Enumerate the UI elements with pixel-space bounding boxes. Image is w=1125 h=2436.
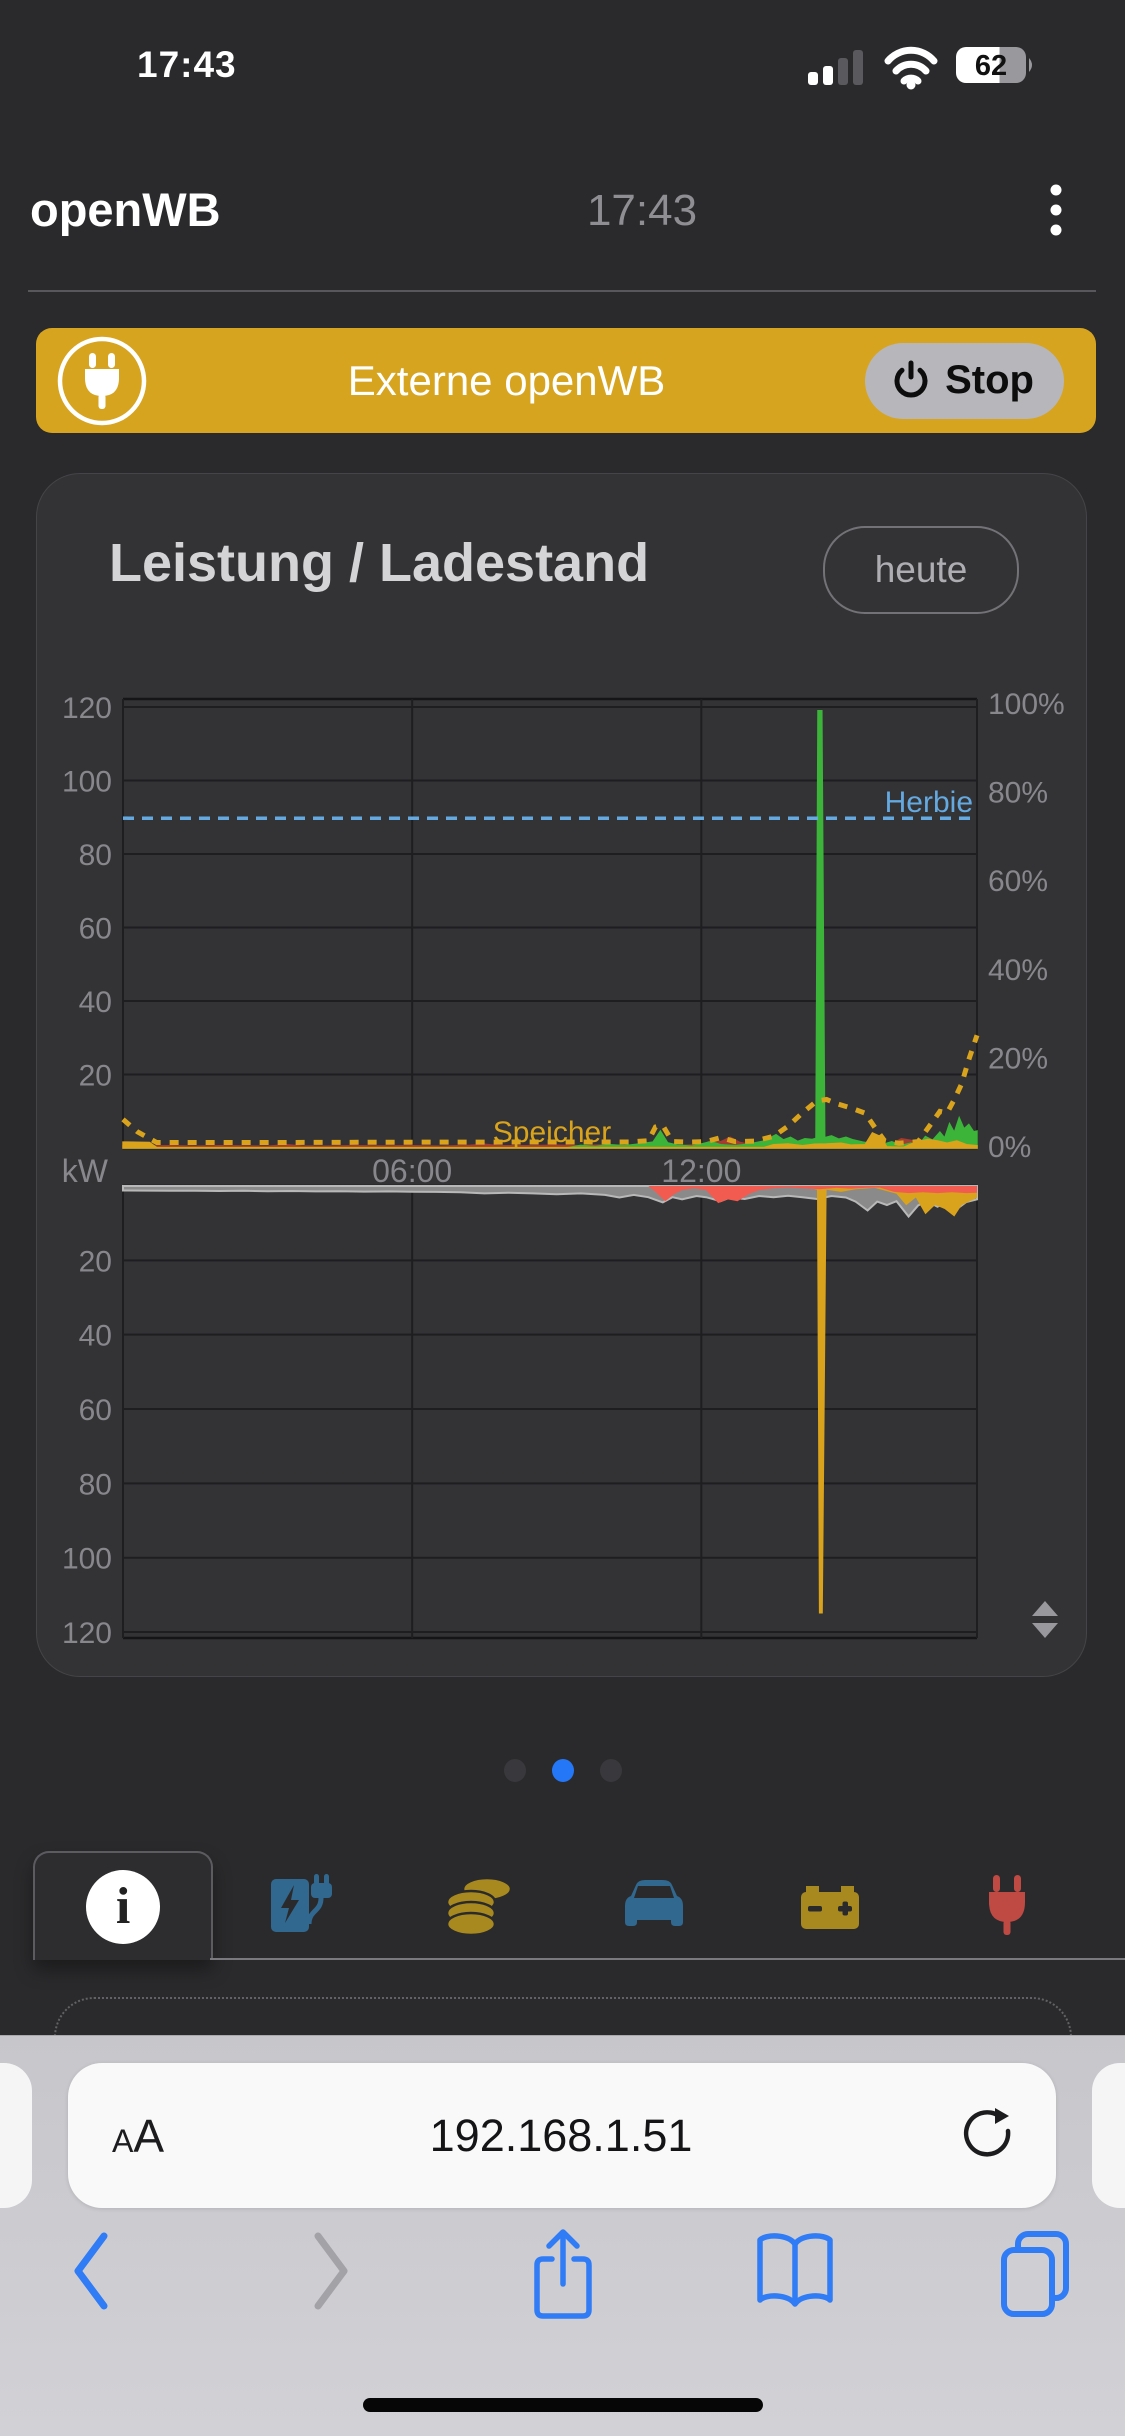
svg-text:kW: kW [62,1153,109,1189]
pager-dot-0[interactable] [503,1759,526,1782]
info-icon: i [86,1869,161,1944]
safari-toolbar [0,2226,1125,2356]
svg-text:Speicher: Speicher [493,1116,611,1149]
power-icon [894,360,928,398]
dashboard-tab-bar: i [33,1851,1095,1960]
svg-text:Herbie: Herbie [885,786,973,819]
tabs-icon[interactable] [988,2226,1084,2327]
power-soc-chart: Herbie Speicher 120 100 80 60 40 20 100% 80% 60% 40… [62,688,1065,1650]
svg-text:12:00: 12:00 [661,1153,741,1189]
tab-chargepoint[interactable] [919,1851,1095,1960]
chart-title: Leistung / Ladestand [109,533,650,593]
reader-a-small: A [112,2122,134,2159]
chart-resize-handle-icon[interactable] [1024,1596,1068,1648]
tab-info[interactable]: i [33,1851,214,1960]
svg-text:100: 100 [62,1543,112,1576]
navbar-clock: 17:43 [586,186,698,235]
pager-dot-2[interactable] [599,1759,622,1782]
svg-text:60%: 60% [988,865,1048,898]
tab-battery[interactable] [742,1851,918,1960]
svg-text:120: 120 [62,692,112,725]
svg-text:80: 80 [79,1468,112,1501]
chargepoint-name: Externe openWB [347,356,666,404]
reader-a-large: A [133,2109,165,2162]
app-title: openWB [30,183,221,236]
previous-tab-stub[interactable] [0,2063,32,2208]
time-range-button[interactable]: heute [823,526,1019,614]
tab-bar-underline [210,1958,1125,1960]
svg-text:40: 40 [79,986,112,1019]
battery-percent-text: 62 [975,50,1007,82]
svg-text:60: 60 [79,1394,112,1427]
share-icon[interactable] [523,2226,603,2331]
car-icon [625,1879,684,1926]
wifi-icon [884,46,938,90]
navbar-divider [28,290,1096,292]
svg-text:120: 120 [62,1617,112,1650]
svg-text:40: 40 [79,1320,112,1353]
charging-station-icon [271,1873,333,1932]
reload-icon[interactable] [958,2104,1016,2167]
svg-text:80%: 80% [988,777,1048,810]
svg-text:40%: 40% [988,954,1048,987]
svg-text:20%: 20% [988,1042,1048,1075]
svg-text:80: 80 [79,839,112,872]
plug-circle-icon [56,335,148,427]
next-tab-stub[interactable] [1092,2063,1125,2208]
svg-text:100%: 100% [988,688,1065,721]
car-battery-icon [801,1885,860,1929]
battery-icon: 62 [956,47,1032,83]
tab-charging-station[interactable] [213,1851,389,1960]
coins-icon [445,1876,513,1936]
pager-dot-1-active[interactable] [551,1759,574,1782]
tab-vehicle[interactable] [566,1851,742,1960]
carousel-pager [0,1759,1125,1782]
kebab-menu-icon[interactable] [1026,178,1086,242]
svg-text:06:00: 06:00 [372,1153,452,1189]
cellular-signal-icon [808,50,863,85]
status-bar-time: 17:43 [137,44,237,85]
stop-button-label: Stop [945,358,1034,402]
plug-icon [988,1874,1025,1935]
chargepoint-banner: Externe openWB Stop [36,328,1096,433]
forward-button[interactable] [300,2226,360,2321]
back-button[interactable] [62,2226,122,2321]
home-indicator [363,2398,763,2412]
svg-text:60: 60 [79,913,112,946]
svg-text:20: 20 [79,1060,112,1093]
status-bar-icons: 62 [800,38,1060,92]
bookmarks-book-icon[interactable] [752,2226,838,2327]
tab-costs[interactable] [390,1851,566,1960]
stop-button[interactable]: Stop [865,342,1064,419]
svg-text:100: 100 [62,766,112,799]
url-text: 192.168.1.51 [429,2109,693,2161]
svg-text:0%: 0% [988,1131,1031,1164]
svg-text:20: 20 [79,1245,112,1278]
